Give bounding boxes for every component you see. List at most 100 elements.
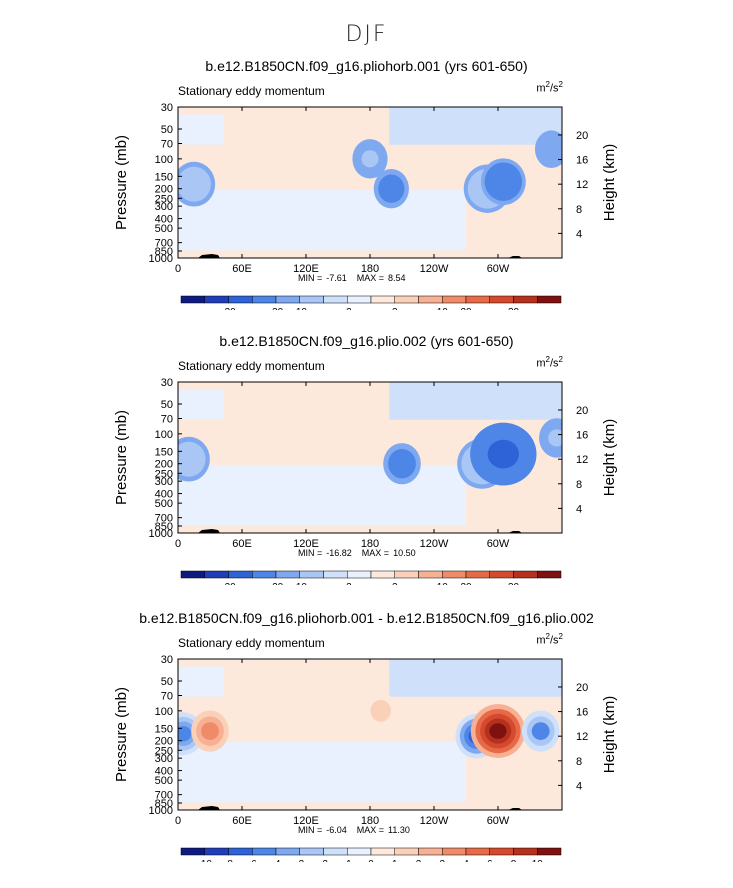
y-tick-label: 850 bbox=[155, 521, 173, 533]
colorbar-label: -2 bbox=[343, 307, 352, 310]
y-tick-label: 250 bbox=[155, 745, 173, 757]
y-tick-label: 200 bbox=[155, 736, 173, 748]
colorbar-label: -4 bbox=[272, 859, 281, 862]
colorbar-box bbox=[252, 570, 277, 579]
height-tick-label: 8 bbox=[576, 204, 582, 216]
colorbar-box bbox=[465, 295, 490, 304]
colorbar-box bbox=[228, 847, 253, 856]
colorbar-label: -8 bbox=[224, 859, 233, 862]
colorbar-label: 20 bbox=[460, 582, 472, 585]
field-band bbox=[178, 742, 466, 803]
colorbar-box bbox=[228, 570, 253, 579]
y-tick-label: 700 bbox=[155, 513, 173, 525]
panel-3: b.e12.B1850CN.f09_g16.pliohorb.001 - b.e… bbox=[0, 592, 733, 862]
colorbar-box bbox=[347, 847, 372, 856]
height-tick-label: 12 bbox=[576, 454, 588, 466]
chart-title: b.e12.B1850CN.f09_g16.pliohorb.001 (yrs … bbox=[205, 58, 528, 74]
y-axis-label-right: Height (km) bbox=[601, 144, 618, 222]
y-tick-label: 30 bbox=[161, 377, 173, 389]
max-value: 11.30 bbox=[388, 825, 410, 835]
field-band bbox=[389, 382, 562, 420]
heatmap-plot: 0 60E 120E 180 120W 60W3050701001502002503004… bbox=[113, 654, 618, 862]
y-tick-label: 200 bbox=[155, 184, 173, 196]
y-tick-label: 300 bbox=[155, 753, 173, 765]
colorbar-label: -2 bbox=[343, 582, 352, 585]
colorbar-box bbox=[370, 295, 395, 304]
height-tick-label: 20 bbox=[576, 682, 588, 694]
min-value: -16.82 bbox=[326, 548, 352, 558]
y-tick-label: 100 bbox=[155, 429, 173, 441]
x-tick-label: 120W bbox=[420, 815, 449, 827]
left-string: Stationary eddy momentum bbox=[178, 636, 325, 650]
colorbar-box bbox=[252, 295, 277, 304]
colorbar-label: 10 bbox=[437, 582, 449, 585]
colorbar-label: 0 bbox=[368, 859, 374, 862]
y-tick-label: 700 bbox=[155, 238, 173, 250]
y-tick-label: 850 bbox=[155, 798, 173, 810]
y-tick-label: 150 bbox=[155, 446, 173, 458]
y-tick-label: 500 bbox=[155, 775, 173, 787]
colorbar-label: -6 bbox=[248, 859, 257, 862]
colorbar-box bbox=[513, 847, 538, 856]
colorbar-box bbox=[513, 295, 538, 304]
colorbar-box bbox=[370, 570, 395, 579]
colorbar-label: -10 bbox=[198, 859, 213, 862]
chart-title: b.e12.B1850CN.f09_g16.pliohorb.001 - b.e… bbox=[139, 610, 594, 626]
contour-blob bbox=[531, 722, 550, 740]
units-part: 2 bbox=[545, 80, 550, 89]
height-tick-label: 8 bbox=[576, 479, 582, 491]
max-value: 8.54 bbox=[388, 273, 406, 283]
min-label: MIN = bbox=[298, 548, 322, 558]
field-band bbox=[389, 107, 562, 145]
x-tick-label: 0 bbox=[175, 815, 181, 827]
colorbar-label: -2 bbox=[319, 859, 328, 862]
min-max-text: MIN = -7.61 MAX = 8.54 bbox=[298, 273, 406, 283]
x-tick-label: 60W bbox=[487, 538, 510, 550]
chart-title: b.e12.B1850CN.f09_g16.plio.002 (yrs 601-… bbox=[219, 333, 514, 349]
y-tick-label: 400 bbox=[155, 766, 173, 778]
y-tick-label: 250 bbox=[155, 193, 173, 205]
y-tick-label: 70 bbox=[161, 690, 173, 702]
colorbar-label: 10 bbox=[437, 307, 449, 310]
y-tick-label: 250 bbox=[155, 468, 173, 480]
units-label: m2/s2 bbox=[536, 80, 563, 95]
colorbar-box bbox=[228, 295, 253, 304]
colorbar-box bbox=[275, 570, 300, 579]
colorbar-box bbox=[347, 570, 372, 579]
colorbar-box bbox=[347, 295, 372, 304]
y-tick-label: 70 bbox=[161, 138, 173, 150]
min-label: MIN = bbox=[298, 825, 322, 835]
units-part: 2 bbox=[558, 632, 563, 641]
field-band bbox=[178, 666, 225, 697]
y-axis-label: Pressure (mb) bbox=[113, 410, 130, 505]
heatmap-plot: 0 60E 120E 180 120W 60W3050701001502002503004… bbox=[113, 377, 618, 585]
figure-title: DJF bbox=[345, 22, 388, 47]
height-tick-label: 4 bbox=[576, 503, 582, 515]
y-tick-label: 400 bbox=[155, 214, 173, 226]
colorbar-label: 3 bbox=[439, 859, 445, 862]
colorbar-box bbox=[370, 847, 395, 856]
colorbar-box bbox=[394, 295, 419, 304]
height-tick-label: 12 bbox=[576, 179, 588, 191]
x-tick-label: 0 bbox=[175, 263, 181, 275]
colorbar-box bbox=[418, 570, 443, 579]
y-axis-label: Pressure (mb) bbox=[113, 687, 130, 782]
height-tick-label: 4 bbox=[576, 780, 582, 792]
colorbar-label: 2 bbox=[416, 859, 422, 862]
colorbar-box bbox=[323, 295, 348, 304]
y-tick-label: 1000 bbox=[149, 253, 173, 265]
colorbar-box bbox=[489, 295, 514, 304]
y-tick-label: 50 bbox=[161, 124, 173, 136]
heatmap-plot: 0 60E 120E 180 120W 60W3050701001502002503004… bbox=[113, 102, 618, 310]
x-tick-label: 180 bbox=[361, 815, 379, 827]
units-label: m2/s2 bbox=[536, 355, 563, 370]
contour-blob bbox=[495, 174, 512, 189]
colorbar-label: -20 bbox=[269, 582, 284, 585]
x-tick-label: 180 bbox=[361, 263, 379, 275]
x-tick-label: 60E bbox=[232, 263, 252, 275]
colorbar-label: -30 bbox=[221, 307, 236, 310]
colorbar-box bbox=[442, 295, 467, 304]
contour-blob bbox=[361, 150, 379, 168]
colorbar-box bbox=[513, 570, 538, 579]
height-tick-label: 12 bbox=[576, 731, 588, 743]
